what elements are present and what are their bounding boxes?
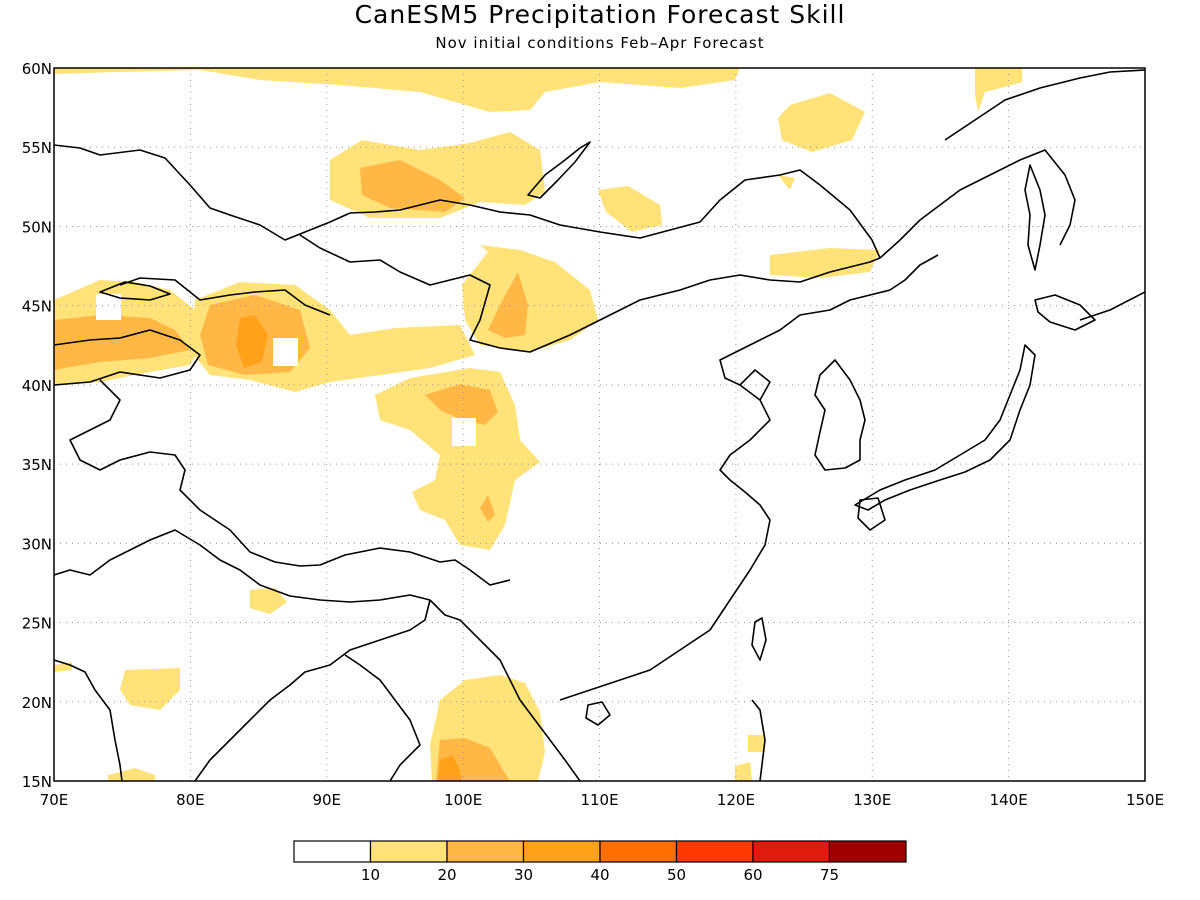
longitude-tick-label: 90E (312, 791, 341, 809)
map-frame (53, 67, 1146, 782)
missing-data-box (452, 418, 476, 446)
colorbar: 10 20 30 40 50 60 75 (293, 840, 907, 884)
skill-region-kazakhstan-core (54, 315, 190, 370)
longitude-tick-label: 110E (580, 791, 618, 809)
colorbar-swatch (446, 840, 525, 863)
longitude-tick-label: 130E (853, 791, 891, 809)
latitude-tick-label: 35N (22, 456, 52, 474)
longitude-tick-label: 150E (1126, 791, 1164, 809)
latitude-tick-label: 20N (22, 694, 52, 712)
colorbar-label: 10 (361, 866, 380, 884)
longitude-tick-label: 70E (40, 791, 69, 809)
skill-region-amur (598, 186, 662, 232)
longitude-tick-label: 80E (176, 791, 205, 809)
colorbar-label: 30 (514, 866, 533, 884)
missing-data-box (273, 338, 298, 366)
skill-region-okhotsk (778, 93, 865, 152)
colorbar-swatch (369, 840, 448, 863)
coastlines (54, 69, 1145, 781)
latitude-tick-label: 30N (22, 535, 52, 553)
colorbar-swatch (522, 840, 601, 863)
longitude-tick-label: 100E (444, 791, 482, 809)
skill-region-mongolia-core (488, 272, 528, 338)
skill-shading (54, 68, 1022, 781)
colorbar-label: 20 (437, 866, 456, 884)
colorbar-label: 75 (820, 866, 839, 884)
longitude-labels: 70E 80E 90E 100E 110E 120E 130E 140E 150E (40, 791, 1164, 809)
skill-region-small-ne (778, 175, 795, 190)
colorbar-label: 50 (667, 866, 686, 884)
graticule (54, 68, 1145, 781)
colorbar-swatch (293, 840, 372, 863)
latitude-tick-label: 60N (22, 60, 52, 78)
latitude-tick-label: 15N (22, 773, 52, 791)
latitude-tick-label: 25N (22, 615, 52, 633)
colorbar-swatch (599, 840, 678, 863)
skill-region-qinghai (375, 368, 540, 550)
skill-region-indochina-peak (438, 755, 462, 781)
latitude-labels: 15N 20N 25N 30N 35N 40N 45N 50N 55N 60N (22, 60, 52, 791)
longitude-tick-label: 120E (717, 791, 755, 809)
map-subtitle: Nov initial conditions Feb–Apr Forecast (435, 34, 765, 52)
skill-region-siberia-core (360, 160, 465, 212)
colorbar-label: 60 (743, 866, 762, 884)
skill-region-mongolia-gobi (462, 245, 598, 352)
latitude-tick-label: 50N (22, 218, 52, 236)
skill-region-northern-edge (54, 68, 740, 112)
latitude-tick-label: 55N (22, 139, 52, 157)
colorbar-swatch (828, 840, 907, 863)
map-title: CanESM5 Precipitation Forecast Skill (354, 0, 846, 29)
skill-region-qinghai-core (425, 384, 498, 425)
skill-region-qinghai-dot (480, 495, 495, 522)
colorbar-swatch (675, 840, 754, 863)
skill-region-india-west (120, 668, 180, 710)
latitude-tick-label: 45N (22, 298, 52, 316)
colorbar-label: 40 (590, 866, 609, 884)
longitude-tick-label: 140E (990, 791, 1028, 809)
missing-data-box (96, 294, 121, 320)
skill-region-manchuria (770, 248, 880, 278)
colorbar-swatch (752, 840, 831, 863)
skill-region-india-south (108, 768, 155, 781)
skill-region-tian-shan-peak (236, 315, 268, 368)
latitude-tick-label: 40N (22, 377, 52, 395)
skill-region-northeast-far (975, 68, 1022, 112)
skill-region-luzon-south (735, 762, 752, 781)
skill-region-nepal (250, 588, 287, 614)
skill-region-luzon (748, 735, 765, 752)
